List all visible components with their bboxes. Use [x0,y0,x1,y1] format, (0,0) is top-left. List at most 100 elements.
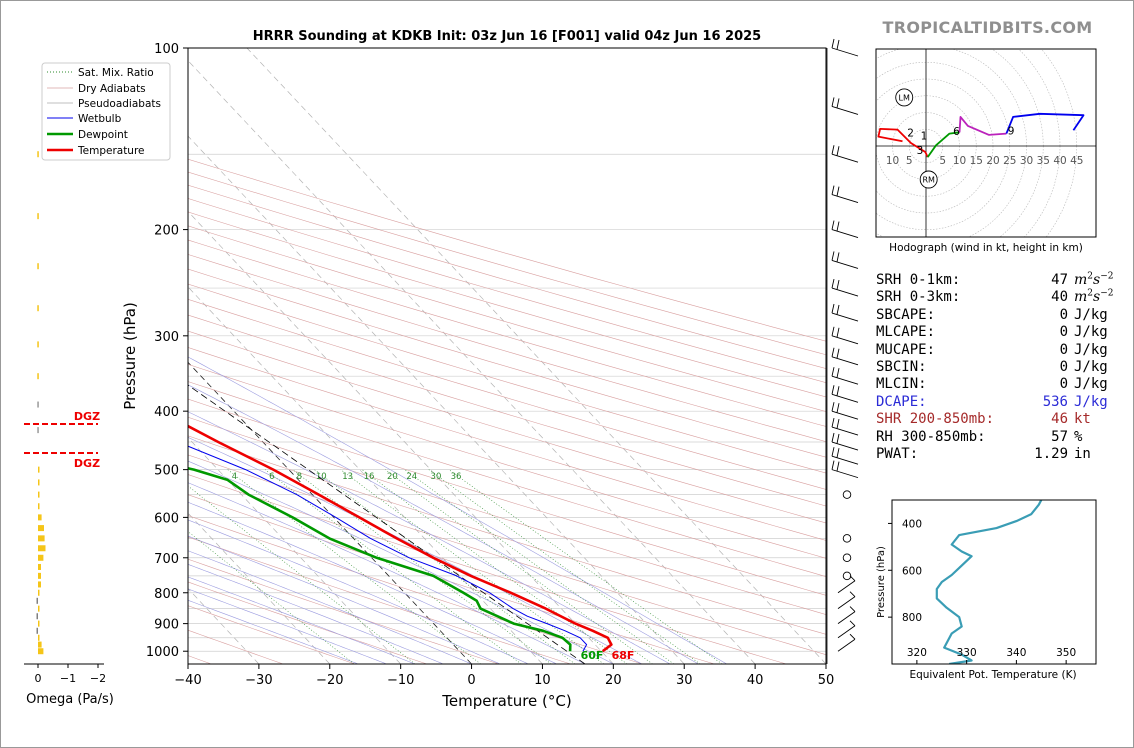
sounding-indices: SRH 0-1km: 47 m2s−2 SRH 0-3km: 40 m2s−2 SBCAPE… [876,272,1126,463]
x-tick-label: 10 [534,673,551,688]
y-tick-label: 500 [154,464,179,479]
mixing-ratio-line [428,469,701,664]
isotherm-line [188,211,614,664]
omega-bar [38,545,46,552]
stat-label: SBCAPE: [876,306,936,323]
omega-bar [38,634,40,641]
omega-bar [38,605,40,612]
mixing-ratio-label: 30 [431,472,442,482]
wind-barb-staff [837,596,856,610]
omega-panel: 0 −1 −2 [24,151,106,685]
dry-adiabat [188,239,826,427]
omega-bar [38,572,41,579]
omega-bar [38,589,40,596]
wind-barb-flag [831,385,835,395]
stat-label: MLCIN: [876,376,927,393]
wind-barb-flag [836,279,840,290]
stat-label: MUCAPE: [876,341,936,358]
theta-e-y-tick-label: 600 [902,565,922,577]
omega-bar [37,213,39,220]
stat-label: SHR 200-850mb: [876,411,995,428]
omega-bar [38,648,44,655]
wind-barb-flag [849,591,856,597]
hodograph-tick-label: 25 [1003,155,1016,167]
temperature-profile [188,424,613,653]
wind-barb-flag [831,278,835,289]
wind-barb-flag [849,606,856,612]
hodograph-height-label: 6 [953,126,960,138]
hodograph-tick-label: 20 [986,155,999,167]
theta-e-y-tick-label: 400 [902,518,922,530]
stat-value: 46 [1051,411,1068,428]
stat-label: DCAPE: [876,393,927,410]
wind-barb-staff [831,469,859,479]
skewt-axes: −40 −30 −20 −10 0 10 20 30 40 50 100 200 300 400 500 60… [146,42,834,688]
calm-wind-circle [842,534,852,543]
legend-label-temperature: Temperature [77,145,145,157]
y-tick-label: 400 [154,405,179,420]
wind-barb-staff [831,356,859,366]
dry-adiabat [188,398,826,596]
y-tick-label: 300 [154,330,179,345]
wind-barb-flag [831,402,835,412]
wind-barb-staff [837,611,856,624]
stat-row: SRH 0-1km: 47 m2s−2 [876,272,1126,289]
mixing-ratio-label: 8 [297,472,302,482]
stat-unit: kt [1074,411,1091,428]
stat-label: RH 300-850mb: [876,428,986,445]
pseudoadiabat [188,356,727,664]
wind-barb-staff [831,335,859,345]
skewt-y-axis-label: Pressure (hPa) [121,302,139,410]
stat-label: SBCIN: [876,358,927,375]
x-tick-label: 0 [467,673,475,688]
omega-bar [36,597,38,604]
hodograph-frame [875,48,1097,238]
wind-barb-flag [831,367,835,377]
wind-barbs [826,38,859,664]
omega-bar [37,427,39,434]
x-tick-label: −40 [174,673,201,688]
hodograph-tick-label: 5 [906,155,913,167]
stat-unit: in [1074,445,1091,462]
stat-value: 0 [1059,341,1068,358]
hodograph-tick-label: 35 [1037,155,1050,167]
y-tick-label: 1000 [146,645,179,660]
omega-bar [37,263,39,270]
stat-unit: J/kg [1074,341,1108,358]
hodograph-segment [1005,112,1085,134]
skewt-x-axis-label: Temperature (°C) [441,692,571,710]
theta-e-x-tick-label: 330 [957,647,977,659]
wind-barb-flag [836,418,840,429]
wind-barb-flag [836,252,840,263]
stat-unit: m2s−2 [1074,288,1114,306]
legend: Sat. Mix. Ratio Dry Adiabats Pseudoadiab… [41,62,171,161]
wind-barb-flag [836,146,840,156]
wind-barb-flag [831,220,835,230]
hodograph-height-label: 1 [921,130,928,142]
isotherm-line [188,437,401,664]
dry-adiabat [188,158,826,342]
stat-row: MUCAPE: 0 J/kg [876,342,1126,359]
storm-motion-label: RM [922,176,935,185]
stat-value: 0 [1059,376,1068,393]
brand-watermark: TROPICALTIDBITS.COM [882,18,1093,37]
theta-e-line [935,500,1043,664]
wind-barb-staff [831,229,859,239]
theta-e-x-tick-label: 350 [1056,647,1076,659]
omega-bar [36,627,38,634]
x-tick-label: 50 [818,673,835,688]
wind-barb-flag [831,185,835,195]
pseudoadiabat [188,384,699,664]
dry-adiabat [188,605,356,664]
hodograph-tick-label: 10 [886,155,899,167]
x-tick-label: 20 [605,673,622,688]
wind-barb-flag [836,327,840,338]
omega-bar [38,479,40,486]
hodograph-tick-label: 10 [953,155,966,167]
wind-barb-staff [831,153,859,163]
isotherm-line [188,512,331,664]
wind-barb-flag [836,386,840,396]
mixing-ratio-label: 36 [451,472,462,482]
hodograph-tick-label: 5 [939,155,946,167]
pseudoadiabat [188,588,387,664]
